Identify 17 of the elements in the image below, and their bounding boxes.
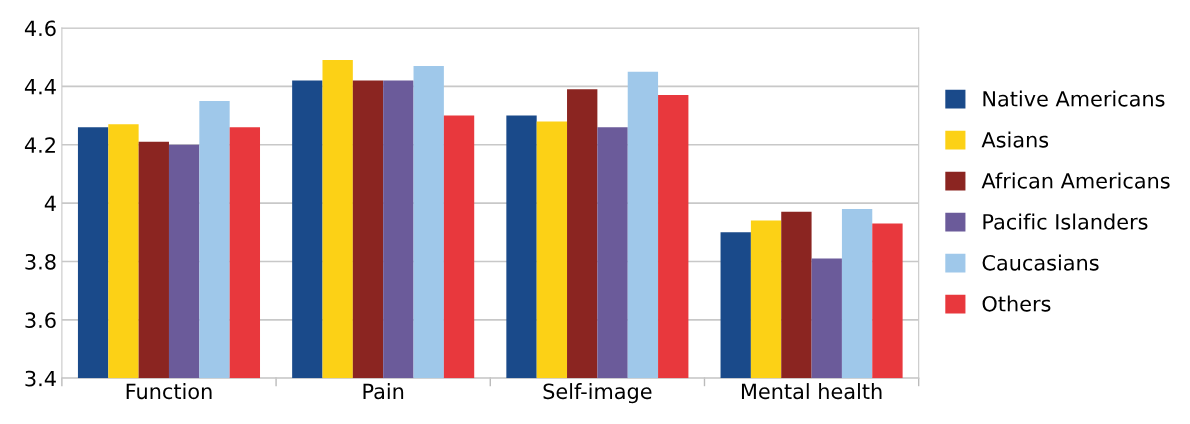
- x-tick-label: Function: [126, 383, 212, 400]
- x-tick-label: Self-image: [543, 383, 652, 404]
- legend-label: Caucasians: [982, 254, 1099, 271]
- y-tick-label: 4.6: [24, 20, 56, 37]
- y-tick-label: 3.4: [25, 370, 56, 387]
- x-tick-label: Pain: [363, 383, 404, 400]
- legend-label: African Americans: [981, 172, 1170, 189]
- y-tick-label: 4.2: [24, 137, 55, 153]
- y-tick-label: 3.8: [25, 253, 56, 270]
- legend-label: Others: [982, 295, 1051, 312]
- y-tick-label: 4: [44, 195, 56, 212]
- y-tick-label: 3.6: [25, 312, 56, 329]
- y-tick-label: 4.4: [24, 79, 56, 95]
- legend-label: Asians: [981, 131, 1049, 148]
- x-tick-label: Mental health: [741, 383, 882, 400]
- legend-label: Pacific Islanders: [983, 213, 1148, 230]
- legend-label: Native Americans: [983, 90, 1165, 107]
